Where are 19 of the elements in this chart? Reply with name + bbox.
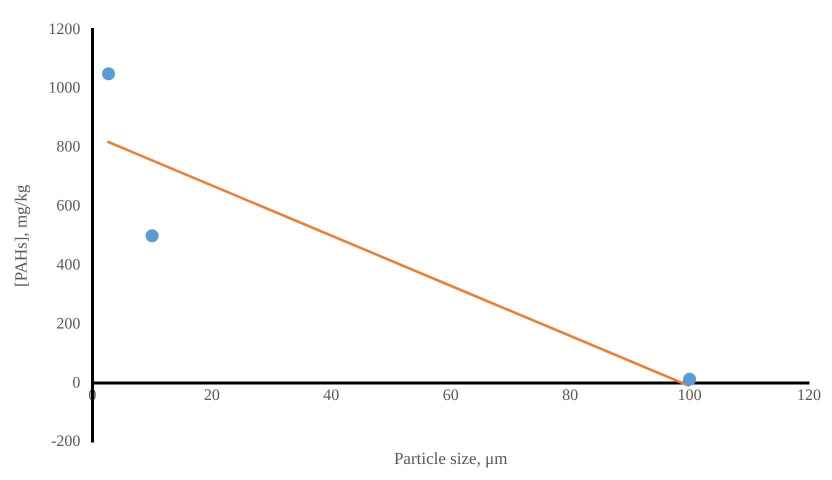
y-tick-label: -200 — [51, 433, 80, 450]
x-tick-label: 60 — [442, 386, 459, 404]
y-tick-label: 200 — [56, 315, 80, 332]
x-tick-label: 20 — [204, 386, 220, 404]
point — [683, 372, 696, 386]
x-tick-label: 80 — [562, 386, 578, 404]
y-axis-title: [PAHs], mg/kg — [12, 184, 31, 287]
x-tick-label: 100 — [678, 386, 702, 404]
y-tick-label: 800 — [56, 138, 80, 156]
y-tick-label: 600 — [56, 198, 80, 215]
y-tick-label: 400 — [56, 256, 80, 274]
y-tick-label: 1000 — [48, 80, 80, 97]
x-axis-title: Particle size, μm — [394, 448, 508, 468]
point — [146, 229, 159, 242]
x-tick-label: 40 — [323, 386, 340, 404]
y-tick-label: 1200 — [48, 20, 80, 38]
x-tick-label: 120 — [797, 386, 821, 404]
y-tick-label: 0 — [72, 374, 80, 392]
point — [102, 67, 116, 80]
